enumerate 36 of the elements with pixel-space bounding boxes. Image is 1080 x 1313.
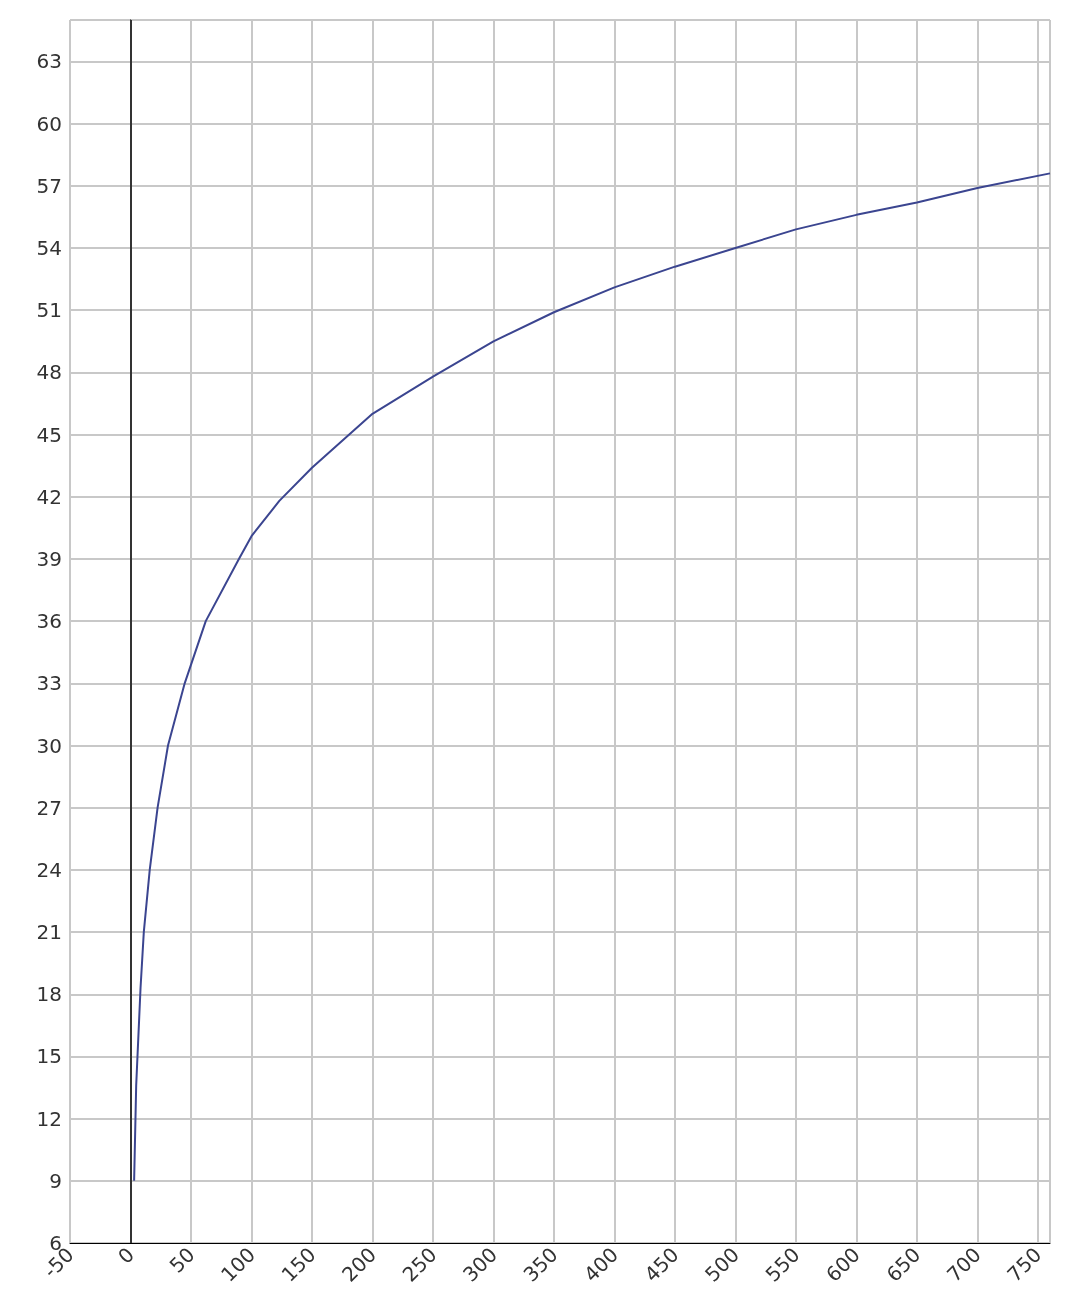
y-tick-label: 45 [36, 422, 62, 447]
y-tick-label: 60 [36, 111, 62, 136]
y-tick-label: 15 [36, 1044, 62, 1069]
y-tick-label: 42 [36, 484, 62, 509]
x-tick-label: 250 [397, 1242, 442, 1287]
y-tick-label: 54 [36, 236, 62, 261]
y-tick-label: 63 [36, 49, 62, 74]
x-tick-label: 450 [639, 1242, 684, 1287]
x-tick-label: 200 [337, 1242, 381, 1287]
line-series [133, 172, 1051, 1182]
y-tick-label: 21 [36, 920, 62, 945]
y-tick-label: 18 [36, 982, 62, 1007]
x-tick-label: 400 [578, 1242, 623, 1287]
y-tick-label: 33 [36, 671, 62, 696]
x-tick-label: 700 [941, 1242, 986, 1287]
x-tick-label: 550 [760, 1242, 805, 1287]
x-tick-label: 600 [820, 1242, 865, 1287]
y-tick-label: 12 [36, 1106, 62, 1131]
x-tick-label: 100 [216, 1242, 260, 1287]
y-tick-label: 24 [36, 857, 62, 882]
x-tick-label: 150 [276, 1242, 321, 1287]
y-tick-label: 57 [36, 173, 62, 198]
x-tick-label: 50 [164, 1242, 200, 1278]
y-tick-label: 51 [36, 298, 62, 323]
x-tick-label: 500 [699, 1242, 744, 1287]
x-tick-label: 650 [881, 1242, 926, 1287]
x-tick-label: 350 [518, 1242, 563, 1287]
y-tick-label: 48 [36, 360, 62, 385]
x-tick-label: 750 [1002, 1242, 1047, 1287]
x-tick-label: 300 [457, 1242, 502, 1287]
y-tick-label: 27 [36, 795, 62, 820]
y-tick-label: 9 [49, 1168, 62, 1193]
x-tick-label: 0 [113, 1242, 139, 1269]
y-tick-label: 30 [36, 733, 62, 758]
y-tick-label: 36 [36, 609, 62, 634]
y-tick-label: 39 [36, 546, 62, 571]
